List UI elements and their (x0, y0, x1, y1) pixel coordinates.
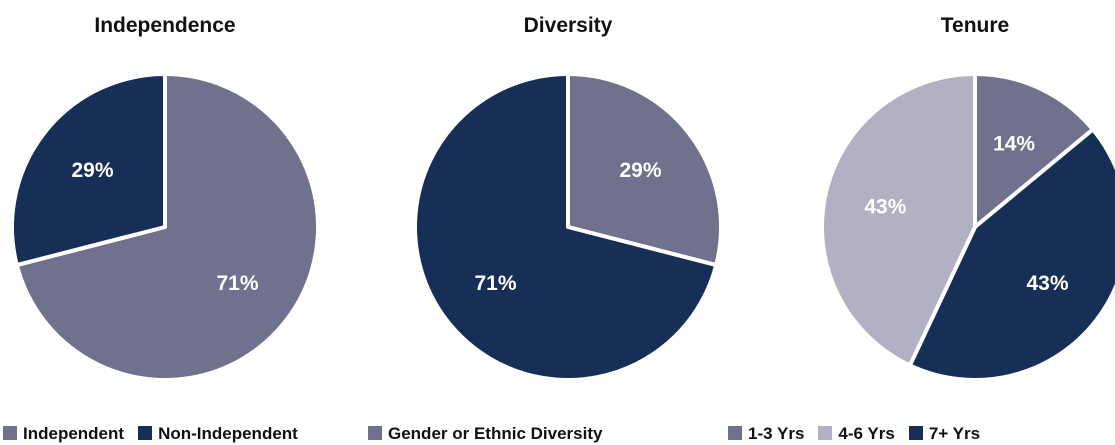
tenure-legend: 1-3 Yrs 4-6 Yrs 7+ Yrs (728, 424, 994, 444)
diversity-chart-title: Diversity (523, 14, 613, 37)
pie-slice-4-6-yrs (820, 72, 977, 368)
legend-item-gender-or-ethnic-diversity: Gender or Ethnic Diversity (368, 424, 602, 444)
slice-data-label: 43% (1026, 272, 1068, 295)
legend-swatch (3, 426, 17, 440)
diversity-legend: Gender or Ethnic Diversity (368, 424, 616, 444)
pie-slice-gender-or-ethnic-diversity (566, 72, 723, 268)
legend-label: 4-6 Yrs (838, 424, 895, 443)
slice-data-label: 71% (474, 272, 516, 295)
tenure-pie: 14% 43% 43% (820, 72, 1115, 382)
independence-legend: Independent Non-Independent (3, 424, 312, 444)
slice-data-label: 29% (71, 159, 113, 182)
legend-item-independent: Independent (3, 424, 124, 444)
legend-swatch (368, 426, 382, 440)
tenure-chart: Tenure 14% 43% 43% 1-3 Yrs 4-6 Yrs 7+ Yrs (728, 0, 1115, 445)
pie-slice-7-yrs (907, 127, 1115, 382)
slice-data-label: 71% (216, 272, 258, 295)
legend-swatch (138, 426, 153, 440)
slice-data-label: 43% (864, 196, 906, 219)
legend-label: Independent (23, 424, 125, 443)
legend-label: Gender or Ethnic Diversity (388, 424, 603, 443)
legend-item-1-3-yrs: 1-3 Yrs (728, 424, 804, 444)
legend-item-7-yrs: 7+ Yrs (908, 424, 981, 444)
legend-label: Non-Independent (158, 424, 298, 443)
independence-chart-title: Independence (94, 14, 236, 37)
pie-slice-non-independent (10, 72, 167, 268)
legend-label: 7+ Yrs (928, 424, 981, 443)
legend-swatch (908, 426, 923, 440)
legend-swatch (818, 426, 833, 440)
legend-item-4-6-yrs: 4-6 Yrs (818, 424, 895, 444)
slice-data-label: 29% (619, 159, 661, 182)
diversity-pie: 29% 71% (413, 72, 723, 382)
legend-swatch (728, 426, 742, 440)
pie-slice-independent (14, 72, 320, 382)
legend-label: 1-3 Yrs (748, 424, 805, 443)
pie-slice-1-3-yrs (973, 72, 1095, 229)
independence-chart: Independence 71% 29% Independent Non-Indep… (0, 0, 355, 445)
pie-slice-other-1 (413, 72, 719, 382)
slice-data-label: 14% (993, 132, 1035, 155)
diversity-chart: Diversity 29% 71% Gender or Ethnic Divers… (368, 0, 758, 445)
tenure-chart-title: Tenure (940, 14, 1010, 37)
legend-item-non-independent: Non-Independent (138, 424, 298, 444)
independence-pie: 71% 29% (10, 72, 320, 382)
